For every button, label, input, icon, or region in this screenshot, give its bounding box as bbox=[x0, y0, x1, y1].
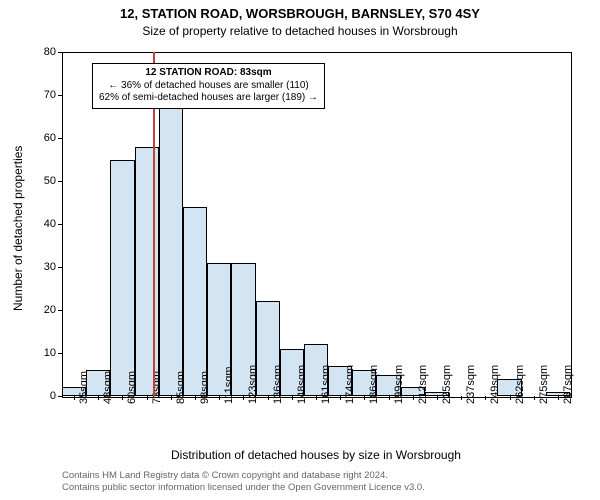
y-tick-mark bbox=[58, 52, 62, 53]
x-tick-mark bbox=[219, 396, 220, 400]
x-tick-mark bbox=[195, 396, 196, 400]
histogram-bar bbox=[159, 104, 183, 396]
x-tick-label: 237sqm bbox=[465, 365, 477, 404]
annotation-line-2: ← 36% of detached houses are smaller (11… bbox=[99, 80, 318, 93]
y-tick-mark bbox=[58, 95, 62, 96]
x-tick-mark bbox=[510, 396, 511, 400]
x-tick-mark bbox=[413, 396, 414, 400]
y-axis-label: Number of detached properties bbox=[11, 146, 25, 311]
y-tick-label: 60 bbox=[36, 132, 56, 144]
y-tick-label: 20 bbox=[36, 304, 56, 316]
x-tick-label: 262sqm bbox=[514, 365, 526, 404]
chart-container: { "meta": { "width_px": 600, "height_px"… bbox=[0, 6, 600, 500]
y-tick-label: 70 bbox=[36, 89, 56, 101]
x-tick-label: 212sqm bbox=[417, 365, 429, 404]
footer-attribution: Contains HM Land Registry data © Crown c… bbox=[62, 470, 425, 494]
x-tick-mark bbox=[147, 396, 148, 400]
y-tick-label: 30 bbox=[36, 261, 56, 273]
x-tick-label: 287sqm bbox=[562, 365, 574, 404]
x-tick-mark bbox=[316, 396, 317, 400]
chart-subtitle: Size of property relative to detached ho… bbox=[0, 24, 600, 38]
footer-line-1: Contains HM Land Registry data © Crown c… bbox=[62, 470, 425, 482]
x-tick-mark bbox=[292, 396, 293, 400]
y-tick-label: 10 bbox=[36, 347, 56, 359]
x-tick-mark bbox=[437, 396, 438, 400]
y-tick-mark bbox=[58, 396, 62, 397]
y-tick-label: 40 bbox=[36, 218, 56, 230]
x-tick-mark bbox=[74, 396, 75, 400]
annotation-line-1: 12 STATION ROAD: 83sqm bbox=[99, 67, 318, 80]
x-tick-label: 225sqm bbox=[441, 365, 453, 404]
x-axis-label: Distribution of detached houses by size … bbox=[166, 448, 466, 462]
annotation-box: 12 STATION ROAD: 83sqm ← 36% of detached… bbox=[92, 63, 325, 109]
x-tick-mark bbox=[485, 396, 486, 400]
x-tick-mark bbox=[243, 396, 244, 400]
histogram-bar bbox=[183, 207, 207, 396]
y-tick-mark bbox=[58, 138, 62, 139]
x-tick-mark bbox=[534, 396, 535, 400]
x-tick-mark bbox=[558, 396, 559, 400]
y-tick-mark bbox=[58, 310, 62, 311]
x-tick-label: 275sqm bbox=[538, 365, 550, 404]
footer-line-2: Contains public sector information licen… bbox=[62, 482, 425, 494]
annotation-line-3: 62% of semi-detached houses are larger (… bbox=[99, 92, 318, 105]
y-tick-label: 50 bbox=[36, 175, 56, 187]
x-tick-mark bbox=[461, 396, 462, 400]
chart-title: 12, STATION ROAD, WORSBROUGH, BARNSLEY, … bbox=[0, 6, 600, 22]
x-tick-mark bbox=[171, 396, 172, 400]
y-tick-mark bbox=[58, 224, 62, 225]
histogram-bar bbox=[110, 160, 134, 397]
x-tick-mark bbox=[364, 396, 365, 400]
y-tick-label: 0 bbox=[36, 390, 56, 402]
x-tick-mark bbox=[340, 396, 341, 400]
y-tick-mark bbox=[58, 181, 62, 182]
x-tick-mark bbox=[122, 396, 123, 400]
x-tick-mark bbox=[389, 396, 390, 400]
x-tick-label: 199sqm bbox=[393, 365, 405, 404]
x-tick-mark bbox=[268, 396, 269, 400]
y-tick-mark bbox=[58, 353, 62, 354]
x-tick-mark bbox=[98, 396, 99, 400]
y-tick-mark bbox=[58, 267, 62, 268]
y-tick-label: 80 bbox=[36, 46, 56, 58]
